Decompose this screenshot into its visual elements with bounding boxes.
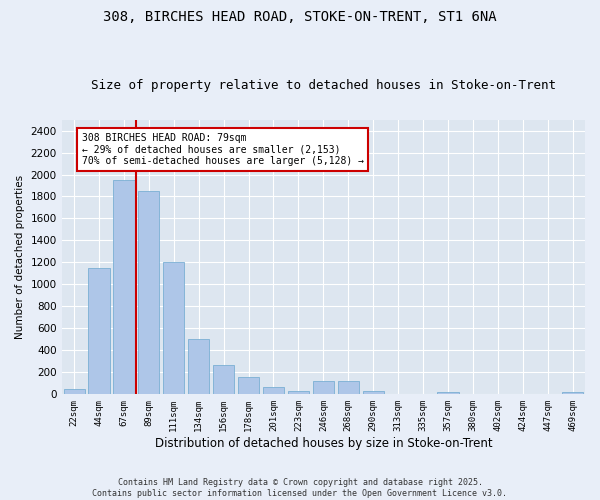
Bar — [437, 392, 458, 394]
Bar — [338, 381, 359, 394]
Bar — [113, 180, 134, 394]
Bar — [313, 381, 334, 394]
Title: Size of property relative to detached houses in Stoke-on-Trent: Size of property relative to detached ho… — [91, 79, 556, 92]
Y-axis label: Number of detached properties: Number of detached properties — [15, 175, 25, 339]
Bar — [88, 268, 110, 394]
Text: 308 BIRCHES HEAD ROAD: 79sqm
← 29% of detached houses are smaller (2,153)
70% of: 308 BIRCHES HEAD ROAD: 79sqm ← 29% of de… — [82, 132, 364, 166]
Bar — [263, 387, 284, 394]
Bar — [163, 262, 184, 394]
X-axis label: Distribution of detached houses by size in Stoke-on-Trent: Distribution of detached houses by size … — [155, 437, 492, 450]
Bar — [64, 389, 85, 394]
Bar — [288, 391, 309, 394]
Bar — [238, 376, 259, 394]
Bar — [188, 340, 209, 394]
Bar — [362, 391, 384, 394]
Bar — [138, 191, 160, 394]
Bar — [213, 364, 234, 394]
Text: Contains HM Land Registry data © Crown copyright and database right 2025.
Contai: Contains HM Land Registry data © Crown c… — [92, 478, 508, 498]
Bar — [562, 392, 583, 394]
Text: 308, BIRCHES HEAD ROAD, STOKE-ON-TRENT, ST1 6NA: 308, BIRCHES HEAD ROAD, STOKE-ON-TRENT, … — [103, 10, 497, 24]
